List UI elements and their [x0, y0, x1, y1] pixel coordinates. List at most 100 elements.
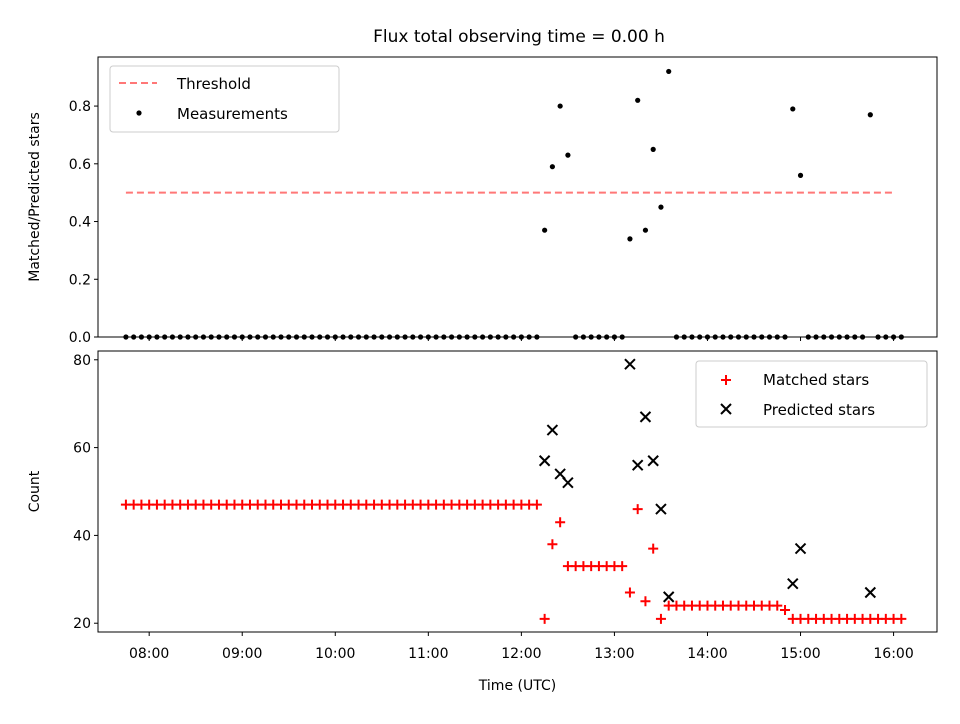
measurement-point: [355, 334, 362, 340]
measurement-point: [324, 334, 331, 340]
chart-title: Flux total observing time = 0.00 h: [373, 27, 665, 47]
measurement-point: [883, 334, 889, 340]
measurement-point: [317, 334, 323, 340]
matched-star-marker: [617, 561, 628, 572]
measurement-point: [774, 334, 780, 340]
legend-threshold-label: Threshold: [176, 75, 251, 93]
measurement-point: [332, 334, 338, 340]
measurement-point: [782, 334, 788, 340]
measurement-point: [472, 334, 478, 340]
measurement-point: [728, 334, 734, 340]
bottom-xlabel: Time (UTC): [478, 678, 556, 694]
bottom-xtick-label: 13:00: [594, 646, 634, 662]
measurement-point: [480, 334, 486, 340]
bottom-xtick-label: 10:00: [315, 646, 355, 662]
measurement-point: [495, 334, 501, 340]
measurement-point: [689, 334, 695, 340]
measurement-point: [123, 334, 129, 340]
measurement-point: [417, 334, 424, 340]
measurement-point: [177, 334, 183, 340]
bottom-ylabel: Count: [27, 470, 43, 512]
measurement-point: [301, 334, 307, 340]
measurement-point: [146, 334, 152, 340]
measurement-point: [704, 334, 711, 340]
measurement-point: [410, 334, 416, 340]
matched-star-marker: [555, 517, 566, 528]
measurement-point: [448, 334, 455, 340]
bottom-xtick-label: 08:00: [129, 646, 169, 662]
measurement-point: [309, 334, 315, 340]
bottom-axes-frame: [97, 350, 938, 633]
legend-measurements-swatch: [136, 110, 142, 116]
measurement-point: [379, 334, 385, 340]
measurement-point: [573, 334, 579, 340]
bottom-xtick-label: 14:00: [687, 646, 727, 662]
legend-box: [109, 65, 340, 133]
measurement-point: [650, 146, 656, 152]
measurement-point: [720, 334, 726, 340]
measurement-point: [666, 68, 672, 75]
bottom-ytick-label: 40: [73, 528, 91, 544]
measurement-point: [852, 334, 858, 340]
measurement-point: [464, 334, 470, 340]
measurement-point: [402, 334, 408, 340]
predicted-star-marker: [655, 503, 667, 515]
matched-star-marker: [632, 504, 643, 515]
measurement-point: [658, 204, 664, 210]
bottom-ytick-label: 60: [73, 441, 91, 457]
top-legend: Threshold Measurements: [109, 65, 340, 133]
measurement-point: [875, 334, 881, 340]
measurement-point: [828, 334, 835, 340]
bottom-xtick-label: 15:00: [780, 646, 820, 662]
matched-star-marker: [547, 539, 558, 550]
bottom-xtick-label: 16:00: [873, 646, 913, 662]
predicted-star-marker: [787, 577, 799, 590]
matched-star-marker: [655, 613, 666, 624]
legend-measurements-label: Measurements: [177, 105, 288, 123]
measurement-point: [542, 227, 548, 233]
measurement-point: [193, 334, 199, 340]
predicted-star-marker: [624, 358, 636, 370]
measurement-point: [805, 334, 811, 340]
measurement-point: [565, 152, 571, 158]
matched-star-marker: [780, 605, 791, 616]
top-ytick-label: 0.2: [69, 272, 91, 288]
measurement-point: [619, 334, 625, 340]
measurement-point: [890, 334, 897, 340]
measurement-point: [526, 334, 532, 340]
measurement-point: [511, 334, 517, 340]
measurement-point: [200, 334, 207, 340]
bottom-legend: Matched stars Predicted stars: [695, 360, 928, 428]
measurement-point: [138, 334, 145, 340]
measurement-point: [867, 112, 873, 118]
measurement-point: [588, 334, 594, 340]
measurement-point: [503, 334, 509, 340]
measurement-point: [673, 334, 680, 340]
measurement-point: [751, 334, 757, 340]
bottom-xtick-label: 11:00: [408, 646, 448, 662]
measurement-point: [278, 334, 284, 340]
measurement-point: [441, 334, 447, 340]
matched-star-marker: [539, 613, 550, 624]
measurement-point: [293, 334, 300, 340]
measurement-point: [224, 334, 230, 340]
measurement-point: [371, 334, 377, 340]
bottom-ytick-label: 80: [73, 353, 91, 369]
predicted-star-marker: [794, 542, 807, 555]
measurement-point: [549, 164, 555, 170]
measurement-point: [759, 334, 765, 340]
measurement-point: [790, 106, 796, 112]
measurement-point: [487, 334, 493, 340]
measurement-point: [433, 334, 439, 340]
bottom-xtick-label: 09:00: [222, 646, 262, 662]
legend-matched-label: Matched stars: [763, 371, 869, 389]
legend-box: [695, 360, 928, 428]
measurement-point: [766, 334, 773, 340]
measurement-point: [813, 334, 819, 340]
measurement-point: [635, 97, 641, 103]
predicted-star-marker: [647, 455, 659, 467]
top-ylabel: Matched/Predicted stars: [27, 112, 43, 282]
predicted-star-marker: [662, 591, 675, 603]
measurement-point: [518, 334, 524, 340]
